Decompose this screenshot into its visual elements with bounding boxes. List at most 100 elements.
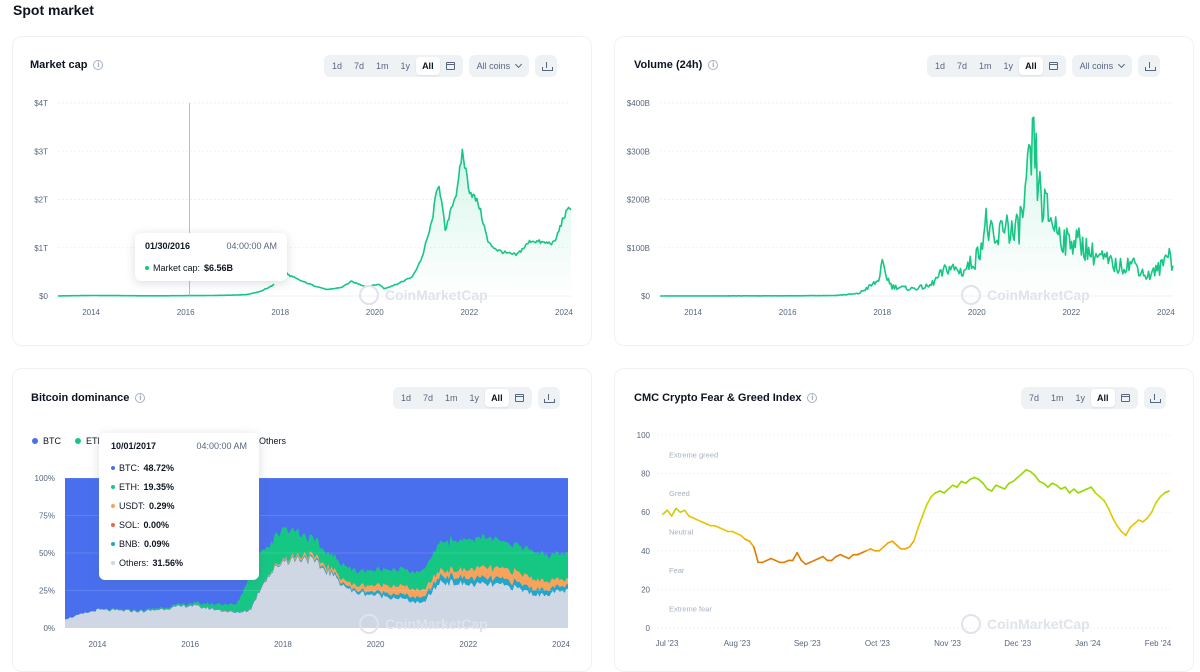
volume-chart[interactable]: $0 $100B $200B $300B $400B 2014 2016 2018 2020 20… xyxy=(615,37,1194,346)
tooltip-dot xyxy=(111,466,115,470)
y-tick-label: $1T xyxy=(34,244,48,253)
download-button[interactable] xyxy=(1143,387,1166,409)
range-1y[interactable]: 1y xyxy=(469,393,480,403)
volume-card: Volume (24h) i 1d 7d 1m 1y All All coins… xyxy=(614,36,1194,346)
download-icon xyxy=(1150,393,1162,403)
series-line-segment xyxy=(1103,499,1110,510)
series-line-segment xyxy=(917,515,924,529)
range-1y[interactable]: 1y xyxy=(1003,61,1014,71)
info-icon[interactable]: i xyxy=(135,393,146,403)
zone-label: Greed xyxy=(669,489,690,498)
calendar-button[interactable] xyxy=(1043,57,1064,75)
dominance-tooltip: 10/01/2017 04:00:00 AM BTC: 48.72% ETH: 19.3… xyxy=(99,433,259,580)
range-7d[interactable]: 7d xyxy=(423,393,434,403)
info-icon[interactable]: i xyxy=(93,60,104,70)
range-1y[interactable]: 1y xyxy=(1075,393,1086,403)
y-tick-label: 100% xyxy=(35,474,55,483)
tooltip-dot xyxy=(111,523,115,527)
x-tick-label: 2022 xyxy=(1062,308,1080,317)
tooltip-value: 0.09% xyxy=(144,539,170,549)
series-line-segment xyxy=(878,546,885,552)
tooltip-label: BNB: xyxy=(119,539,141,549)
range-all[interactable]: All xyxy=(1091,389,1115,407)
x-tick-label: Sep '23 xyxy=(794,639,821,648)
market-cap-chart[interactable]: $0 $1T $2T $3T $4T 2014 2016 2018 2020 2022 2024 xyxy=(13,37,592,346)
series-line-segment xyxy=(895,544,902,550)
legend-item-eth[interactable]: ETH xyxy=(75,436,104,446)
y-tick-label: $4T xyxy=(34,99,48,108)
series-line-segment xyxy=(913,526,919,542)
dominance-legend: BTC ETH xyxy=(32,436,104,446)
series-line-segment xyxy=(740,534,746,541)
range-all[interactable]: All xyxy=(485,389,509,407)
range-1m[interactable]: 1m xyxy=(1051,393,1064,403)
range-1y[interactable]: 1y xyxy=(400,61,411,71)
calendar-button[interactable] xyxy=(1115,389,1136,407)
tooltip-dot xyxy=(111,504,115,508)
y-tick-label: $2T xyxy=(34,196,48,205)
range-1d[interactable]: 1d xyxy=(935,61,946,71)
range-1m[interactable]: 1m xyxy=(376,61,389,71)
tooltip-row: ETH: 19.35% xyxy=(111,482,247,492)
range-7d[interactable]: 7d xyxy=(957,61,968,71)
series-line-segment xyxy=(1034,474,1041,483)
series-line-segment xyxy=(800,559,807,566)
series-line-segment xyxy=(1012,476,1019,483)
tooltip-row: USDT: 0.29% xyxy=(111,501,247,511)
legend-item-others[interactable]: Others xyxy=(259,436,286,446)
tooltip-value: 48.72% xyxy=(143,463,175,473)
tooltip-label: Others: xyxy=(119,558,149,568)
download-button[interactable] xyxy=(1138,55,1161,77)
calendar-button[interactable] xyxy=(440,57,461,75)
series-line-segment xyxy=(1159,492,1166,498)
y-tick-label: 60 xyxy=(641,508,650,517)
range-all[interactable]: All xyxy=(1019,57,1043,75)
info-icon[interactable]: i xyxy=(807,393,818,403)
range-7d[interactable]: 7d xyxy=(354,61,365,71)
series-line-segment xyxy=(947,484,954,490)
series-line xyxy=(58,148,572,297)
range-1m[interactable]: 1m xyxy=(445,393,458,403)
x-tick-label: 2016 xyxy=(177,308,195,317)
series-line-segment xyxy=(1146,511,1153,519)
legend-dot xyxy=(32,438,38,444)
coins-dropdown[interactable]: All coins xyxy=(1071,55,1133,77)
range-all[interactable]: All xyxy=(416,57,440,75)
series-line-segment xyxy=(921,503,928,517)
volume-title: Volume (24h) xyxy=(634,59,703,71)
legend-item-btc[interactable]: BTC xyxy=(32,436,61,446)
series-line-segment xyxy=(1120,530,1127,537)
series-line-segment xyxy=(848,553,855,560)
range-7d[interactable]: 7d xyxy=(1029,393,1040,403)
range-1d[interactable]: 1d xyxy=(401,393,412,403)
series-line-segment xyxy=(943,488,950,494)
series-line-segment xyxy=(1003,482,1010,490)
range-1m[interactable]: 1m xyxy=(979,61,992,71)
tooltip-row: BTC: 48.72% xyxy=(111,463,247,473)
calendar-icon xyxy=(1048,62,1058,70)
calendar-button[interactable] xyxy=(509,389,530,407)
page-title: Spot market xyxy=(13,2,94,18)
coinmarketcap-logo-icon xyxy=(359,614,379,634)
watermark-text: CoinMarketCap xyxy=(987,616,1090,632)
series-area xyxy=(660,117,1173,296)
y-tick-label: $400B xyxy=(627,99,650,108)
series-line-segment xyxy=(1021,468,1028,475)
dominance-controls: 1d 7d 1m 1y All xyxy=(393,387,560,409)
series-line-segment xyxy=(1142,517,1149,523)
fear-greed-chart[interactable]: 0 20 40 60 80 100 Extreme greed Greed Neutral Fea… xyxy=(615,369,1194,672)
download-button[interactable] xyxy=(535,55,558,77)
coins-dropdown[interactable]: All coins xyxy=(468,55,530,77)
range-1d[interactable]: 1d xyxy=(332,61,343,71)
series-line-segment xyxy=(964,478,971,485)
y-tick-label: $3T xyxy=(34,147,48,156)
x-tick-label: 2020 xyxy=(367,640,385,649)
legend-label: ETH xyxy=(86,436,104,446)
series-line-segment xyxy=(822,555,829,562)
series-line-segment xyxy=(1099,495,1105,502)
calendar-icon xyxy=(1120,394,1130,402)
coinmarketcap-logo-icon xyxy=(961,285,981,305)
download-button[interactable] xyxy=(537,387,560,409)
series-line-segment xyxy=(791,551,798,562)
info-icon[interactable]: i xyxy=(708,60,719,70)
